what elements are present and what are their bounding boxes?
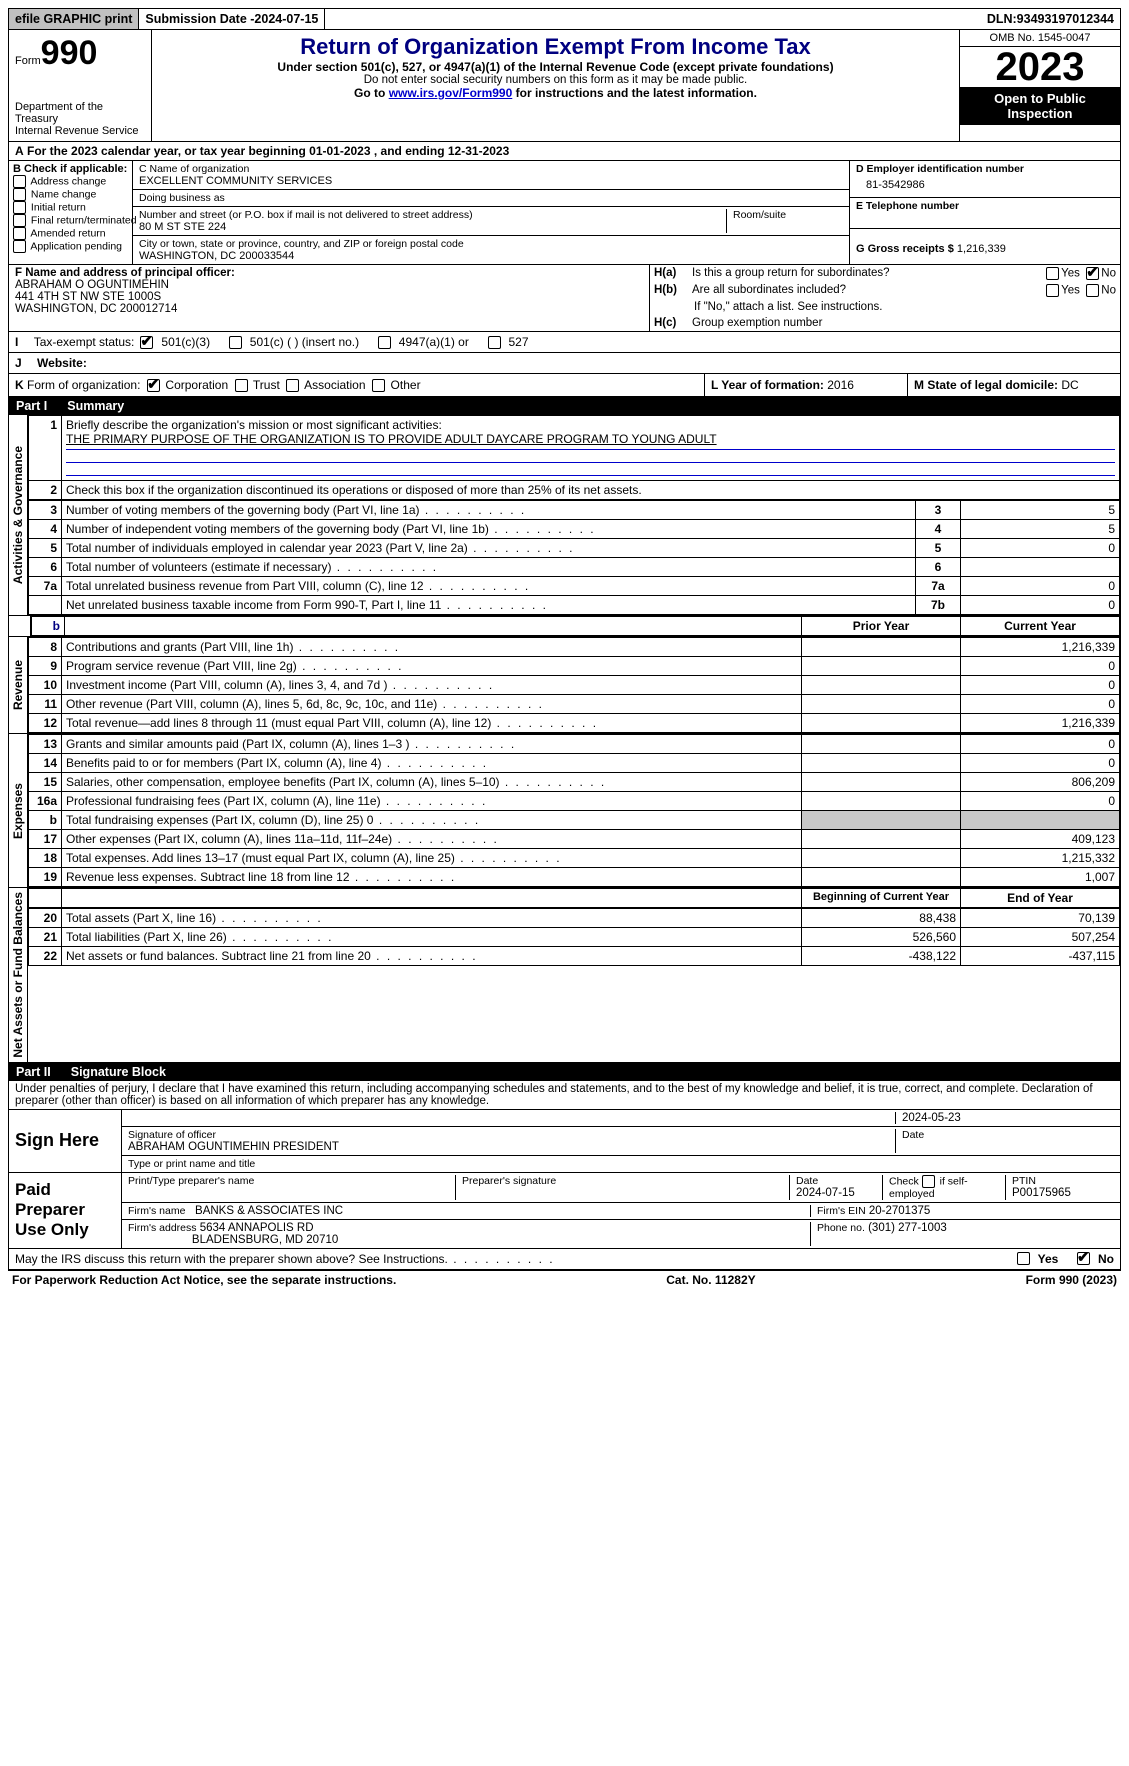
table-row: 3Number of voting members of the governi… — [29, 501, 1120, 520]
table-row: 18Total expenses. Add lines 13–17 (must … — [29, 849, 1120, 868]
page-footer: For Paperwork Reduction Act Notice, see … — [8, 1271, 1121, 1289]
dba: Doing business as — [133, 190, 849, 207]
tax-year: 2023 — [960, 47, 1120, 87]
check-name-change[interactable] — [13, 188, 26, 201]
table-row: 21Total liabilities (Part X, line 26)526… — [29, 928, 1120, 947]
form-header: Form990 Department of the Treasury Inter… — [8, 30, 1121, 142]
form-title: Return of Organization Exempt From Incom… — [158, 34, 953, 60]
paid-preparer-block: Paid Preparer Use Only Print/Type prepar… — [8, 1173, 1121, 1249]
form-of-org: K Form of organization: Corporation Trus… — [9, 374, 705, 396]
table-row: 6Total number of volunteers (estimate if… — [29, 558, 1120, 577]
dept-irs: Internal Revenue Service — [15, 125, 145, 137]
state-domicile: M State of legal domicile: DC — [908, 374, 1120, 396]
open-to-public: Open to Public Inspection — [960, 87, 1120, 125]
form-number: Form990 — [15, 34, 145, 73]
org-name: C Name of organization EXCELLENT COMMUNI… — [133, 161, 849, 190]
expenses-section: Expenses 13Grants and similar amounts pa… — [8, 734, 1121, 888]
table-row: Net unrelated business taxable income fr… — [29, 596, 1120, 615]
street-address: Number and street (or P.O. box if mail i… — [133, 207, 849, 236]
instructions-link-line: Go to www.irs.gov/Form990 for instructio… — [158, 86, 953, 100]
mission-text: THE PRIMARY PURPOSE OF THE ORGANIZATION … — [66, 432, 717, 446]
hb-no-check[interactable] — [1086, 284, 1099, 297]
revenue-section: Revenue 8Contributions and grants (Part … — [8, 637, 1121, 734]
discuss-no-check[interactable] — [1077, 1252, 1090, 1265]
city-state-zip: City or town, state or province, country… — [133, 236, 849, 264]
ssn-note: Do not enter social security numbers on … — [158, 74, 953, 86]
principal-officer: F Name and address of principal officer:… — [9, 265, 650, 331]
table-row: 9Program service revenue (Part VIII, lin… — [29, 657, 1120, 676]
website-line: J Website: — [8, 353, 1121, 374]
gross-receipts: G Gross receipts $ 1,216,339 — [850, 229, 1120, 257]
table-row: 11Other revenue (Part VIII, column (A), … — [29, 695, 1120, 714]
i-501c-check[interactable] — [229, 336, 242, 349]
hb-yes-check[interactable] — [1046, 284, 1059, 297]
check-initial-return[interactable] — [13, 201, 26, 214]
irs-link[interactable]: www.irs.gov/Form990 — [389, 86, 513, 100]
dept-treasury: Department of the Treasury — [15, 101, 145, 125]
prior-current-header: b Prior Year Current Year — [8, 616, 1121, 637]
table-row: 5Total number of individuals employed in… — [29, 539, 1120, 558]
table-row: 17Other expenses (Part IX, column (A), l… — [29, 830, 1120, 849]
ha-no-check[interactable] — [1086, 267, 1099, 280]
table-row: 8Contributions and grants (Part VIII, li… — [29, 638, 1120, 657]
officer-group-block: F Name and address of principal officer:… — [8, 265, 1121, 332]
k-other-check[interactable] — [372, 379, 385, 392]
self-employed-check[interactable] — [922, 1175, 935, 1188]
h-b-note: If "No," attach a list. See instructions… — [650, 299, 1120, 315]
k-assoc-check[interactable] — [286, 379, 299, 392]
firm-ein: 20-2701375 — [869, 1205, 930, 1217]
h-c-exemption: H(c) Group exemption number — [650, 315, 1120, 331]
submission-date: Submission Date - 2024-07-15 — [139, 9, 325, 29]
table-row: 14Benefits paid to or for members (Part … — [29, 754, 1120, 773]
i-501c3-check[interactable] — [140, 336, 153, 349]
table-row: 13Grants and similar amounts paid (Part … — [29, 735, 1120, 754]
i-4947-check[interactable] — [378, 336, 391, 349]
table-row: 20Total assets (Part X, line 16)88,43870… — [29, 909, 1120, 928]
tax-exempt-status: I Tax-exempt status: 501(c)(3) 501(c) ( … — [8, 332, 1121, 353]
h-a-group-return: H(a) Is this a group return for subordin… — [650, 265, 1120, 282]
ha-yes-check[interactable] — [1046, 267, 1059, 280]
form-subtitle: Under section 501(c), 527, or 4947(a)(1)… — [158, 60, 953, 74]
i-527-check[interactable] — [488, 336, 501, 349]
activities-governance-section: Activities & Governance 1 Briefly descri… — [8, 415, 1121, 616]
table-row: 12Total revenue—add lines 8 through 11 (… — [29, 714, 1120, 733]
sign-date: 2024-05-23 — [902, 1112, 1108, 1124]
year-formation: L Year of formation: 2016 — [705, 374, 908, 396]
discuss-yes-check[interactable] — [1017, 1252, 1030, 1265]
table-row: 16aProfessional fundraising fees (Part I… — [29, 792, 1120, 811]
ein: D Employer identification number 81-3542… — [850, 161, 1120, 198]
officer-name: ABRAHAM OGUNTIMEHIN PRESIDENT — [128, 1141, 339, 1153]
part-i-header: Part ISummary — [8, 397, 1121, 415]
check-address-change[interactable] — [13, 175, 26, 188]
table-row: 7aTotal unrelated business revenue from … — [29, 577, 1120, 596]
top-bar: efile GRAPHIC print Submission Date - 20… — [8, 8, 1121, 30]
h-b-subordinates: H(b) Are all subordinates included? Yes … — [650, 282, 1120, 299]
check-final-return[interactable] — [13, 214, 26, 227]
ptin: P00175965 — [1012, 1187, 1071, 1199]
sign-here-block: Sign Here 2024-05-23 Signature of office… — [8, 1110, 1121, 1173]
table-row: 4Number of independent voting members of… — [29, 520, 1120, 539]
section-b-checks: B Check if applicable: Address change Na… — [9, 161, 133, 264]
identity-block: B Check if applicable: Address change Na… — [8, 161, 1121, 265]
net-assets-header: Net Assets or Fund Balances Beginning of… — [8, 888, 1121, 1063]
check-amended-return[interactable] — [13, 227, 26, 240]
firm-name: BANKS & ASSOCIATES INC — [195, 1205, 343, 1217]
line-a-tax-year: A For the 2023 calendar year, or tax yea… — [8, 142, 1121, 161]
telephone: E Telephone number — [850, 198, 1120, 229]
discuss-with-preparer: May the IRS discuss this return with the… — [8, 1249, 1121, 1270]
k-l-m-line: K Form of organization: Corporation Trus… — [8, 374, 1121, 397]
table-row: bTotal fundraising expenses (Part IX, co… — [29, 811, 1120, 830]
k-trust-check[interactable] — [235, 379, 248, 392]
dln: DLN: 93493197012344 — [325, 9, 1120, 29]
check-app-pending[interactable] — [13, 240, 26, 253]
k-corp-check[interactable] — [147, 379, 160, 392]
table-row: 10Investment income (Part VIII, column (… — [29, 676, 1120, 695]
firm-phone: (301) 277-1003 — [868, 1222, 947, 1234]
table-row: 19Revenue less expenses. Subtract line 1… — [29, 868, 1120, 887]
table-row: 15Salaries, other compensation, employee… — [29, 773, 1120, 792]
table-row: 22Net assets or fund balances. Subtract … — [29, 947, 1120, 966]
perjury-statement: Under penalties of perjury, I declare th… — [8, 1081, 1121, 1110]
efile-print-button[interactable]: efile GRAPHIC print — [9, 9, 139, 29]
part-ii-header: Part IISignature Block — [8, 1063, 1121, 1081]
